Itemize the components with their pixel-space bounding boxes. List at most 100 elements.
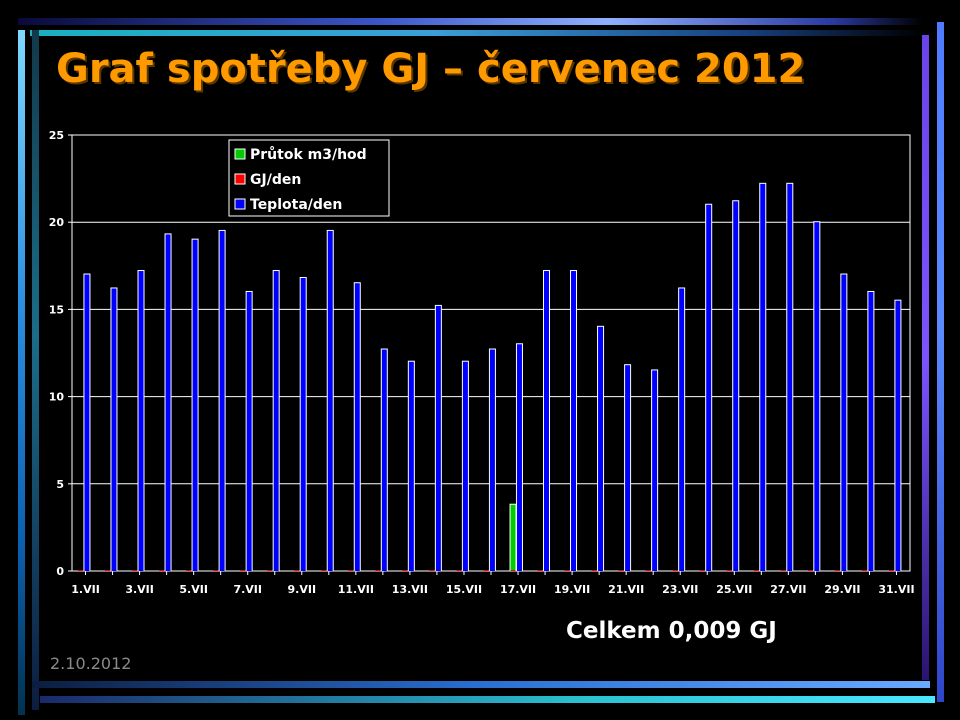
x-tick-label: 29.VII [824, 583, 860, 596]
bar [861, 570, 867, 571]
bar [510, 570, 516, 571]
bar [159, 570, 165, 571]
bar [618, 570, 624, 571]
bar [375, 570, 381, 571]
decorative-stripe [40, 696, 935, 703]
bar [165, 234, 171, 571]
bar [105, 570, 111, 571]
x-tick-label: 27.VII [770, 583, 806, 596]
y-tick-label: 10 [49, 391, 65, 404]
bar [645, 570, 651, 571]
x-tick-label: 13.VII [392, 583, 428, 596]
bar [543, 271, 549, 571]
bar [273, 271, 279, 571]
bar [111, 288, 117, 571]
bar [267, 570, 273, 571]
decorative-stripe [32, 30, 39, 710]
bar [814, 222, 820, 571]
legend-box [228, 139, 390, 217]
legend-label-flow: Průtok m3/hod [250, 146, 367, 163]
bar [246, 291, 252, 571]
bar [834, 570, 840, 571]
bar [354, 283, 360, 571]
bar [726, 570, 732, 571]
bar [132, 570, 138, 571]
legend-swatch-flow [234, 148, 246, 160]
x-tick-label: 23.VII [662, 583, 698, 596]
x-tick-label: 25.VII [716, 583, 752, 596]
bar [213, 570, 219, 571]
bar [672, 570, 678, 571]
bar [510, 504, 516, 571]
decorative-stripe [937, 22, 944, 702]
x-tick-label: 17.VII [500, 583, 536, 596]
bar [780, 570, 786, 571]
bar [84, 274, 90, 571]
bar [888, 570, 894, 571]
bar [138, 271, 144, 571]
x-tick-label: 9.VII [288, 583, 317, 596]
bar [591, 570, 597, 571]
y-tick-label: 0 [56, 565, 64, 578]
bar [753, 570, 759, 571]
bar [652, 370, 658, 571]
page-title: Graf spotřeby GJ – červenec 2012 [56, 46, 806, 92]
y-tick-label: 15 [49, 303, 64, 316]
bar [219, 230, 225, 572]
legend: Průtok m3/hod GJ/den Teplota/den [228, 139, 390, 217]
bar [787, 183, 793, 571]
x-tick-label: 3.VII [125, 583, 154, 596]
bar [483, 570, 489, 571]
x-tick-label: 31.VII [878, 583, 914, 596]
bar [489, 349, 495, 571]
bar [435, 305, 441, 571]
bar [186, 570, 192, 571]
y-tick-label: 5 [56, 478, 64, 491]
bar [706, 204, 712, 571]
x-tick-label: 19.VII [554, 583, 590, 596]
bar [408, 361, 414, 571]
x-tick-label: 11.VII [338, 583, 374, 596]
bar [760, 183, 766, 571]
bar [381, 349, 387, 571]
bar [537, 570, 543, 571]
bar [456, 570, 462, 571]
x-tick-label: 7.VII [233, 583, 262, 596]
bar [402, 570, 408, 571]
y-tick-label: 25 [49, 129, 64, 142]
slide-date: 2.10.2012 [50, 654, 132, 673]
x-tick-label: 15.VII [446, 583, 482, 596]
bar [807, 570, 813, 571]
legend-swatch-temp [234, 198, 246, 210]
chart: 0 5 10 15 20 25 1.VII 3.VII 5.VII 7.VII 9.VII 11.VI… [49, 129, 915, 596]
bar [699, 570, 705, 571]
bar [429, 570, 435, 571]
bar [78, 570, 84, 571]
bar [321, 570, 327, 571]
bar [571, 271, 577, 571]
bar [462, 361, 468, 571]
decorative-stripe [922, 35, 929, 680]
bar [300, 278, 306, 571]
bar [895, 300, 901, 571]
bar [564, 570, 570, 571]
y-tick-label: 20 [49, 216, 65, 229]
bar [192, 239, 198, 571]
bar [327, 230, 333, 572]
bars [78, 182, 902, 572]
bar [841, 274, 847, 571]
chart-container: 0 5 10 15 20 25 1.VII 3.VII 5.VII 7.VII 9.VII 11.VI… [30, 125, 920, 605]
x-tick-label: 1.VII [71, 583, 100, 596]
decorative-stripe [32, 681, 930, 688]
decorative-stripe [30, 30, 923, 36]
legend-swatch-gj [234, 173, 246, 185]
decorative-stripe [18, 18, 923, 25]
x-tick-label: 5.VII [179, 583, 208, 596]
total-consumption: Celkem 0,009 GJ [566, 618, 777, 644]
axes: 0 5 10 15 20 25 1.VII 3.VII 5.VII 7.VII 9.VII 11.VI… [49, 129, 915, 596]
bar [679, 288, 685, 571]
decorative-stripe [18, 30, 25, 715]
bar [240, 570, 246, 571]
bar [868, 291, 874, 571]
x-tick-label: 21.VII [608, 583, 644, 596]
